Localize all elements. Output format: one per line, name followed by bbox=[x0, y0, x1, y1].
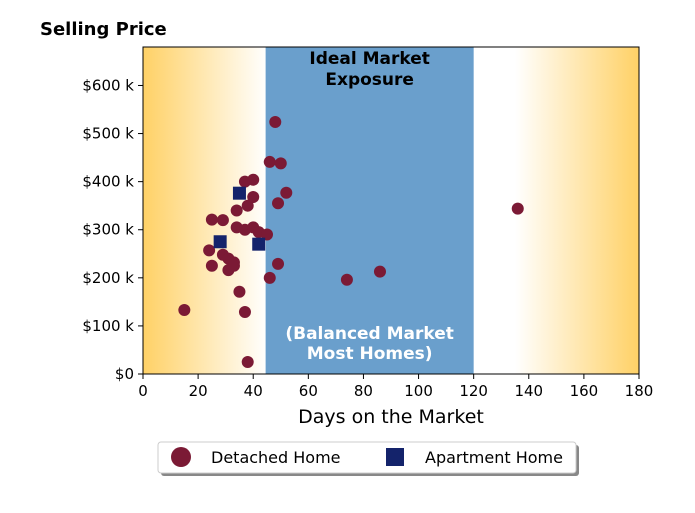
data-point-detached-home bbox=[269, 116, 282, 129]
zone-label-top-line1: Ideal Market bbox=[309, 49, 430, 69]
data-point-detached-home bbox=[227, 259, 240, 272]
x-tick-label: 100 bbox=[404, 382, 433, 400]
ideal-market-zone bbox=[265, 47, 474, 374]
data-point-detached-home bbox=[241, 355, 254, 368]
x-tick-label: 80 bbox=[354, 382, 373, 400]
data-point-detached-home bbox=[247, 173, 260, 186]
data-point-apartment-home bbox=[232, 186, 246, 200]
data-point-detached-home bbox=[241, 199, 254, 212]
zone-label-top-line2: Exposure bbox=[325, 70, 414, 90]
x-axis: 0 20 40 60 80 100 120 140 160 180 bbox=[138, 374, 653, 400]
data-point-apartment-home bbox=[252, 237, 266, 251]
data-point-detached-home bbox=[233, 285, 246, 298]
legend-marker-detached-home bbox=[171, 447, 191, 467]
legend: Detached Home Apartment Home bbox=[157, 441, 577, 474]
legend-box bbox=[157, 441, 577, 474]
x-tick-label: 120 bbox=[459, 382, 488, 400]
y-tick-label: $600 k bbox=[82, 76, 134, 94]
zone-label-bottom-line2: Most Homes) bbox=[307, 344, 433, 364]
x-tick-label: 180 bbox=[625, 382, 654, 400]
data-point-detached-home bbox=[274, 157, 287, 170]
y-tick-label: $0 bbox=[115, 365, 134, 383]
legend-label-detached-home: Detached Home bbox=[211, 448, 341, 467]
chart-title: Selling Price bbox=[40, 19, 167, 40]
data-point-detached-home bbox=[272, 197, 285, 210]
data-points bbox=[178, 116, 524, 368]
data-point-detached-home bbox=[263, 271, 276, 284]
x-tick-label: 60 bbox=[299, 382, 318, 400]
y-tick-label: $500 k bbox=[82, 125, 134, 143]
x-tick-label: 20 bbox=[189, 382, 208, 400]
x-axis-label: Days on the Market bbox=[298, 406, 484, 428]
legend-label-apartment-home: Apartment Home bbox=[425, 448, 563, 467]
data-point-detached-home bbox=[238, 305, 251, 318]
x-tick-label: 0 bbox=[138, 382, 148, 400]
data-point-detached-home bbox=[280, 186, 293, 199]
data-point-detached-home bbox=[263, 155, 276, 168]
data-point-detached-home bbox=[247, 191, 260, 204]
data-point-detached-home bbox=[205, 259, 218, 272]
data-point-detached-home bbox=[178, 304, 191, 317]
plot-frame bbox=[142, 46, 640, 375]
legend-marker-apartment-home bbox=[386, 448, 404, 466]
data-point-detached-home bbox=[340, 273, 353, 286]
y-tick-label: $200 k bbox=[82, 269, 134, 287]
data-point-detached-home bbox=[230, 204, 243, 217]
data-point-apartment-home bbox=[213, 235, 227, 249]
data-point-detached-home bbox=[203, 244, 216, 257]
data-point-detached-home bbox=[205, 213, 218, 226]
data-point-detached-home bbox=[272, 257, 285, 270]
x-tick-label: 160 bbox=[570, 382, 599, 400]
data-point-detached-home bbox=[373, 265, 386, 278]
zone-label-bottom-line1: (Balanced Market bbox=[285, 324, 454, 344]
y-tick-label: $100 k bbox=[82, 317, 134, 335]
y-tick-label: $400 k bbox=[82, 173, 134, 191]
y-tick-label: $300 k bbox=[82, 221, 134, 239]
data-point-detached-home bbox=[261, 228, 273, 241]
y-axis: $0 $100 k $200 k $300 k $400 k $500 k $600 k bbox=[82, 76, 143, 383]
x-tick-label: 140 bbox=[514, 382, 543, 400]
data-point-detached-home bbox=[216, 214, 229, 227]
data-point-detached-home bbox=[511, 202, 524, 215]
x-tick-label: 40 bbox=[244, 382, 263, 400]
